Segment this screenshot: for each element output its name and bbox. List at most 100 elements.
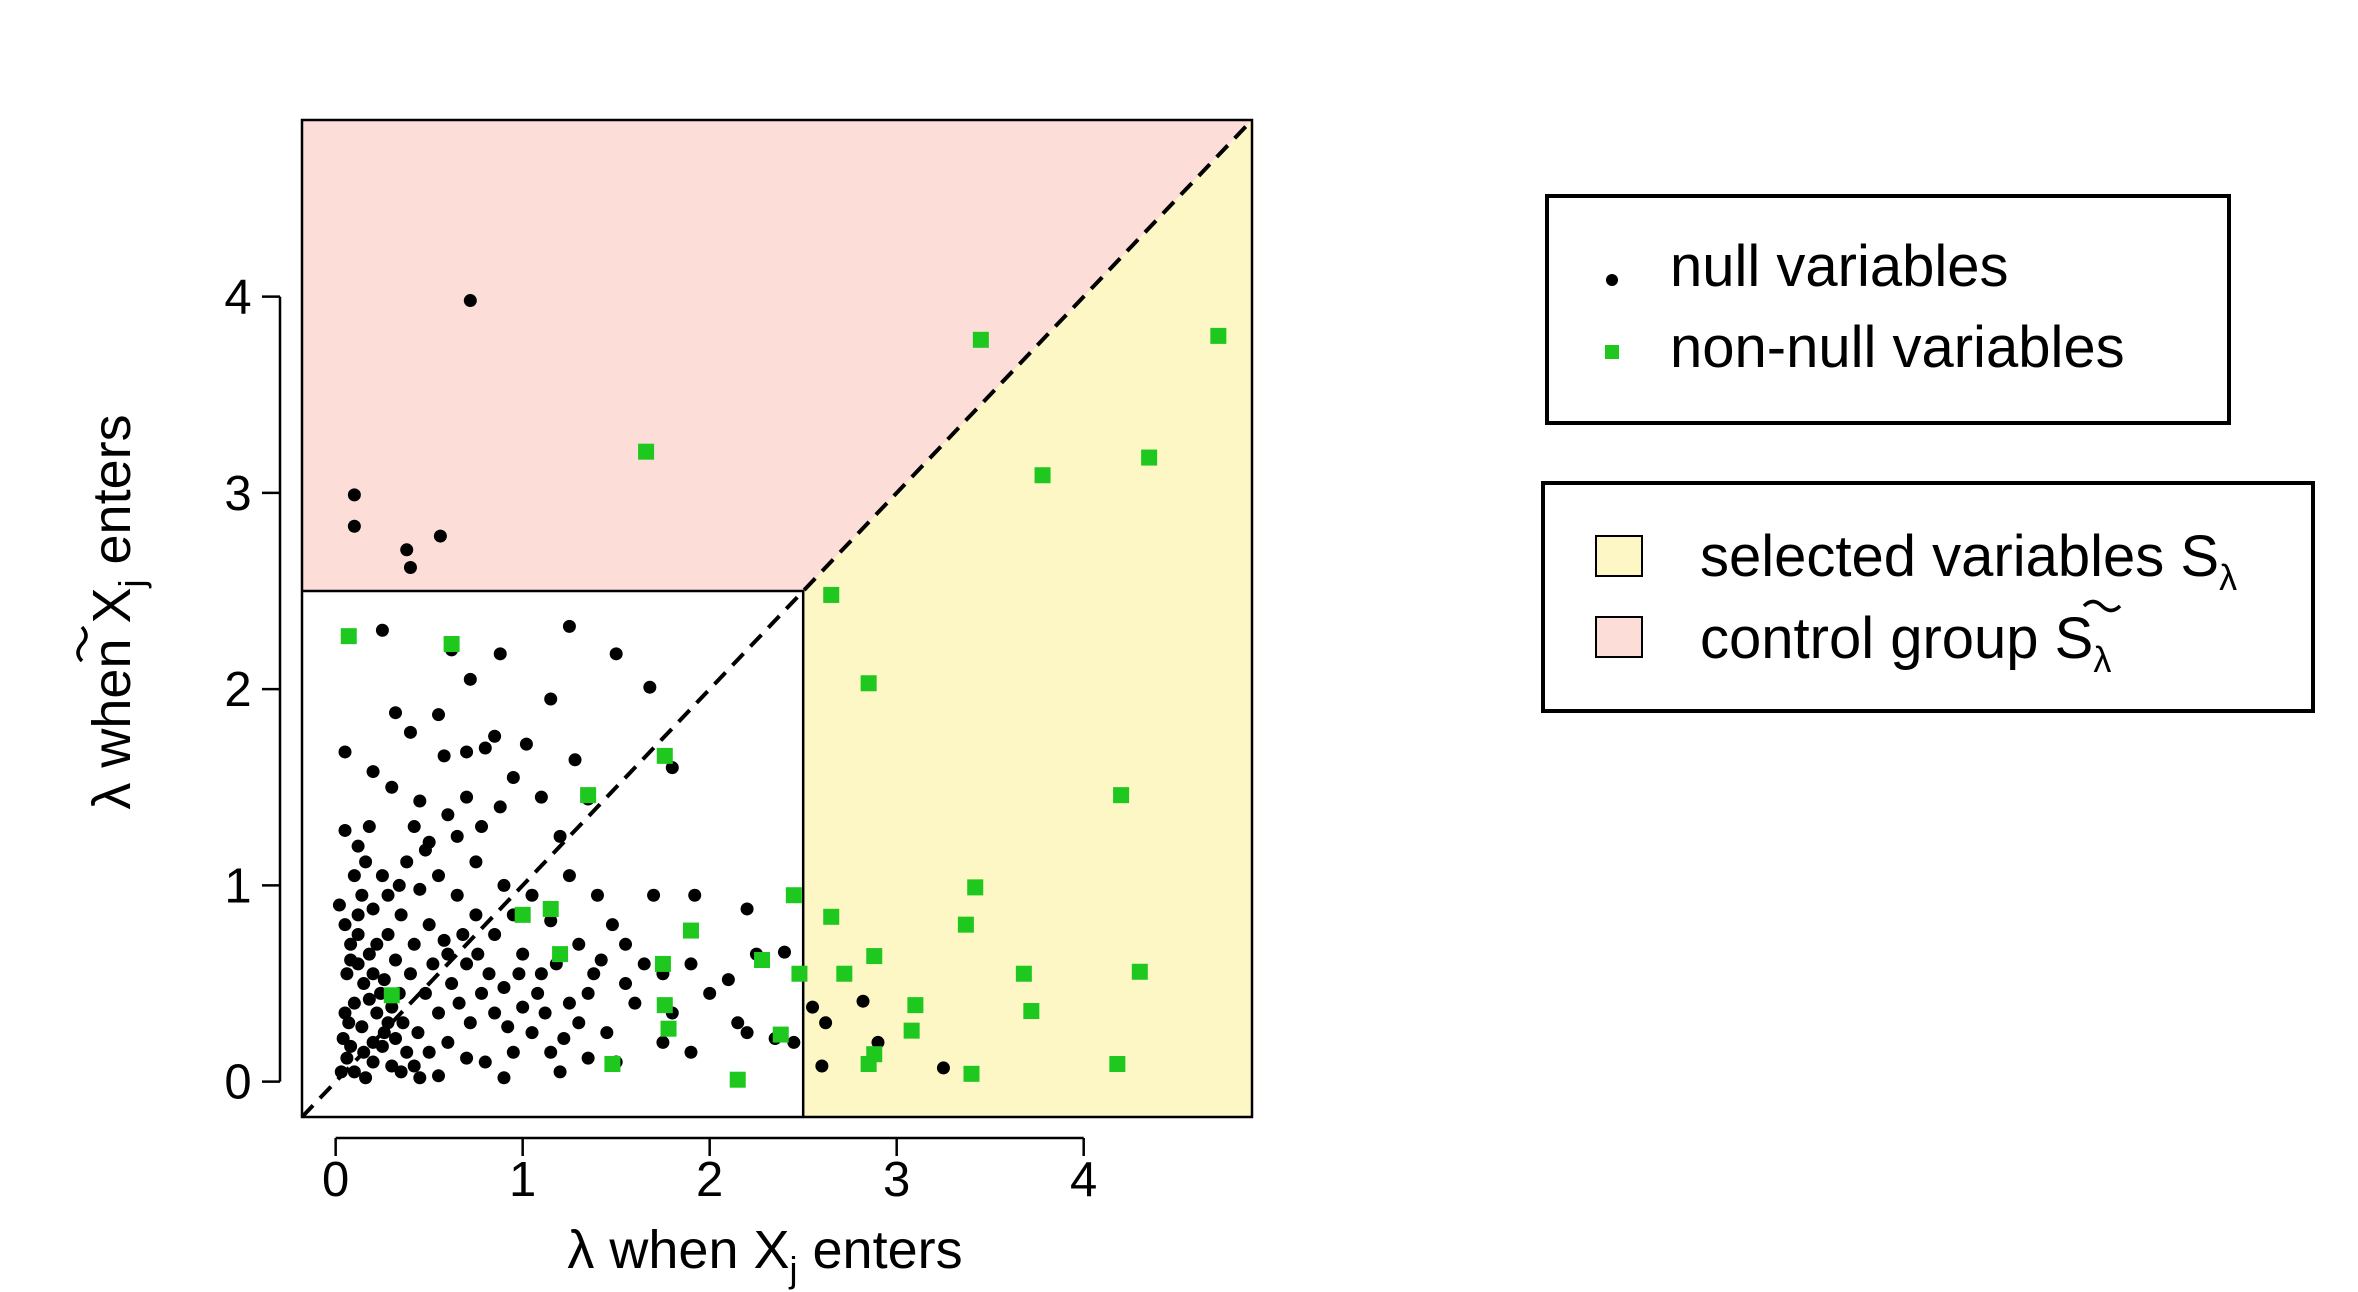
null-point [456,927,470,941]
non-null-point [903,1022,920,1039]
null-point [787,1035,801,1049]
null-point [475,986,489,1000]
null-point [432,1069,446,1083]
null-point [366,1055,380,1069]
null-points [332,294,950,1085]
null-point [452,996,466,1010]
non-null-point [772,1026,789,1043]
null-point [647,888,661,902]
null-point [460,957,474,971]
diagonal-dashed-line [300,118,1254,1119]
null-point [375,869,389,883]
null-point [471,947,485,961]
null-point [340,1051,354,1065]
null-point [407,937,421,951]
non-null-point [552,946,569,963]
legend-selected-label: selected variables Sλ [1700,524,2237,598]
null-point [501,1020,515,1034]
null-point [344,1039,358,1053]
plot-frame [300,118,1254,1119]
null-point [665,761,679,775]
non-null-point [1141,449,1158,466]
null-point [740,902,754,916]
null-point [497,1071,511,1085]
non-null-point [1113,787,1130,804]
null-point [400,855,414,869]
non-null-point [860,675,877,692]
y-tick-label: 2 [224,663,251,717]
null-point [488,729,502,743]
null-point [377,1026,391,1040]
null-point [488,927,502,941]
null-point [460,1051,474,1065]
null-point [557,1031,571,1045]
null-point [587,967,601,981]
null-point [362,992,376,1006]
null-point [684,957,698,971]
null-point [594,953,608,967]
null-point [432,869,446,883]
chart-regions [302,120,1252,1117]
null-point [366,765,380,779]
x-tick-label: 4 [1070,1153,1097,1207]
null-point [445,977,459,991]
non-null-point [580,787,597,804]
null-point [562,996,576,1010]
selected-variables-region [803,120,1252,1117]
null-point [740,1026,754,1040]
null-point [506,770,520,784]
legend-regions: selected variables Sλ control group Sλ [1541,481,2315,713]
non-null-points [340,327,1227,1088]
null-point [394,908,408,922]
null-point [377,973,391,987]
null-point [815,1059,829,1073]
null-point [403,560,417,574]
x-tick-label: 3 [883,1153,910,1207]
null-point [334,1065,348,1079]
non-null-point [1131,963,1148,980]
null-point [936,1061,950,1075]
null-point [460,790,474,804]
null-point [516,1000,530,1014]
legend-control-swatch [1595,616,1643,658]
null-point [568,753,582,767]
null-point [381,1016,395,1030]
null-point [806,1000,820,1014]
null-point [366,967,380,981]
null-point [437,933,451,947]
non-null-point [823,908,840,925]
null-point [512,967,526,981]
null-point [516,947,530,961]
null-point [403,725,417,739]
null-point [469,855,483,869]
non-null-point [383,987,400,1004]
null-point [519,737,533,751]
null-point [478,741,492,755]
null-point [418,986,432,1000]
null-point [355,888,369,902]
null-point [338,745,352,759]
null-point [359,855,373,869]
null-point [688,888,702,902]
null-point [497,878,511,892]
null-point [385,1000,399,1014]
null-point [370,1006,384,1020]
non-null-point [972,331,989,348]
null-point [469,908,483,922]
null-point [463,294,477,308]
non-null-point [1023,1003,1040,1020]
x-tick-label: 1 [509,1153,536,1207]
null-point [403,967,417,981]
null-point [581,986,595,1000]
null-point [338,1006,352,1020]
threshold-boundary-line [302,589,805,1117]
non-null-point [967,879,984,896]
null-point [381,927,395,941]
non-null-point [660,1020,677,1037]
legend-nonnull-marker [1605,345,1619,359]
non-null-point [542,900,559,917]
null-point [605,918,619,932]
null-point [450,888,464,902]
null-point [426,957,440,971]
null-point [400,1045,414,1059]
